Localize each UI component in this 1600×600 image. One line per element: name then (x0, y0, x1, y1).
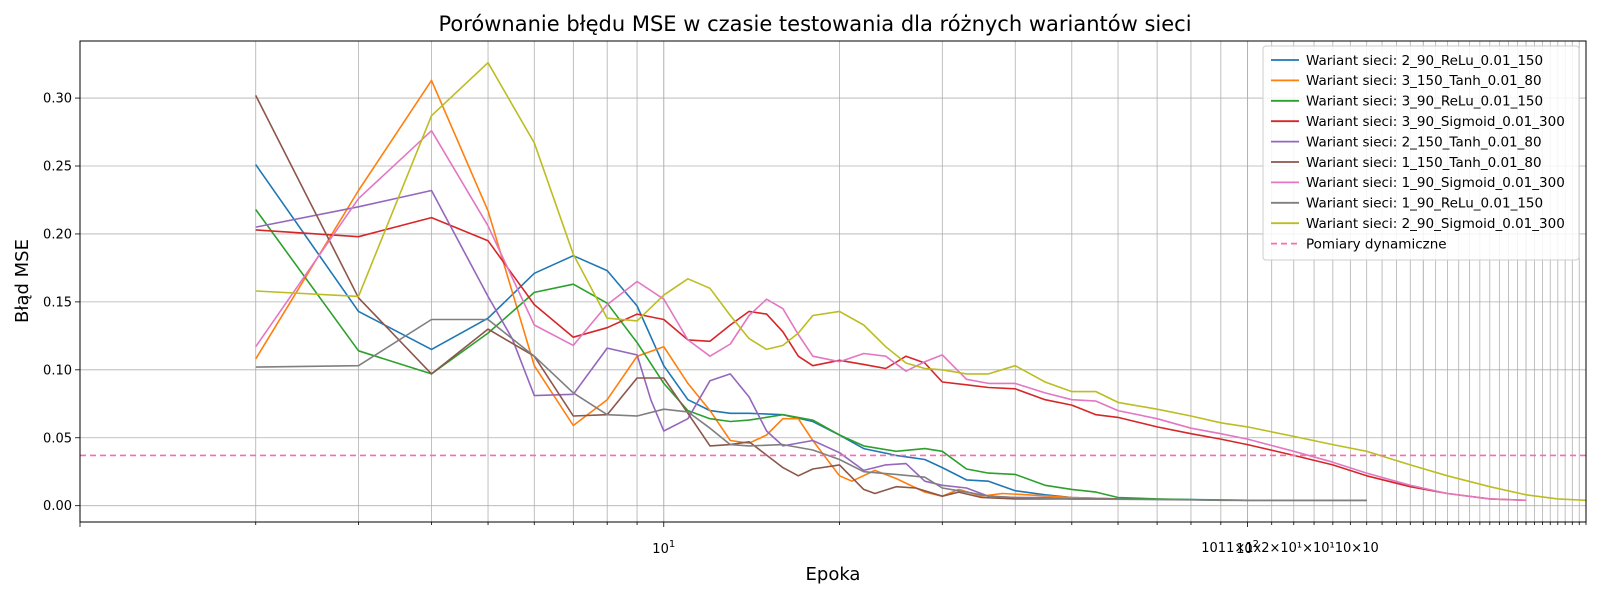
series-line-3 (255, 209, 1367, 502)
series-line-8 (255, 318, 1367, 502)
x-tick-label: 102 (1236, 539, 1259, 557)
y-tick-label: 0.10 (43, 363, 72, 378)
axes-frame (79, 40, 1587, 523)
x-axis-ticks: 101 102 (79, 522, 1587, 557)
x-axis-label: Epoka (806, 564, 861, 585)
series-line-9 (255, 61, 1587, 502)
legend-entry-label: Wariant sieci: 1_90_ReLu_0.01_150 (1306, 196, 1543, 212)
x-tick-label-exponent: 1 (669, 539, 675, 550)
x-tick-overlap-label: 1011×1x2×10¹×10¹10×10 (1201, 541, 1378, 556)
y-tick-label: 0.15 (43, 295, 72, 310)
y-tick-label: 0.25 (43, 160, 72, 175)
y-tick-label: 0.00 (43, 499, 72, 514)
legend-entry-label: Wariant sieci: 1_150_Tanh_0.01_80 (1306, 155, 1542, 171)
legend-entry-label: Wariant sieci: 2_90_ReLu_0.01_150 (1306, 53, 1543, 69)
legend: Wariant sieci: 2_90_ReLu_0.01_150 Wariant… (1262, 45, 1580, 261)
x-tick-label-base: 10 (1236, 542, 1253, 557)
y-axis-label: Błąd MSE (12, 239, 33, 323)
chart-title: Porównanie błędu MSE w czasie testowania… (438, 12, 1191, 36)
legend-entry-label: Pomiary dynamiczne (1306, 236, 1447, 252)
legend-entry-label: Wariant sieci: 3_90_ReLu_0.01_150 (1306, 94, 1543, 110)
series-line-6 (254, 95, 1118, 500)
y-tick-label: 0.05 (43, 431, 72, 446)
y-tick-label: 0.20 (43, 227, 72, 242)
legend-box (1262, 45, 1580, 261)
x-tick-label: 101 (652, 539, 675, 557)
series-line-4 (255, 216, 1527, 502)
x-tick-label-exponent: 2 (1253, 539, 1259, 550)
series-line-7 (255, 129, 1527, 502)
y-axis-ticks: 0.00 0.05 0.10 0.15 0.20 0.25 0.30 (43, 92, 80, 514)
legend-entry-label: Wariant sieci: 2_90_Sigmoid_0.01_300 (1306, 216, 1565, 232)
legend-entry-label: Wariant sieci: 3_150_Tanh_0.01_80 (1306, 73, 1542, 89)
legend-entry-label: Wariant sieci: 3_90_Sigmoid_0.01_300 (1306, 114, 1565, 130)
legend-entry-label: Wariant sieci: 2_150_Tanh_0.01_80 (1306, 134, 1542, 150)
y-tick-label: 0.30 (43, 92, 72, 107)
x-tick-label-base: 10 (652, 542, 669, 557)
legend-entry-label: Wariant sieci: 1_90_Sigmoid_0.01_300 (1306, 175, 1565, 191)
series-line-5 (255, 189, 1118, 500)
series-group (254, 61, 1587, 502)
